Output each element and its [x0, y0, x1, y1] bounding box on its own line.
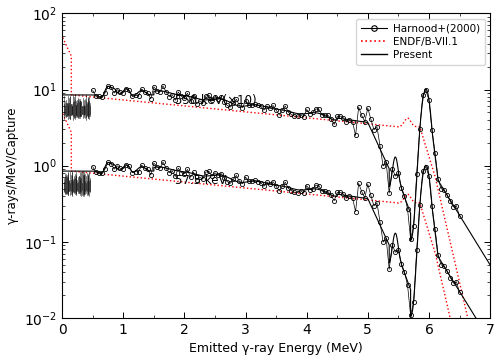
- Text: 550 keV(×10): 550 keV(×10): [175, 94, 257, 107]
- X-axis label: Emitted γ-ray Energy (MeV): Emitted γ-ray Energy (MeV): [189, 343, 363, 356]
- Legend: Harnood+(2000), ENDF/B-VII.1, Present: Harnood+(2000), ENDF/B-VII.1, Present: [356, 18, 485, 65]
- Y-axis label: γ-rays/MeV/Capture: γ-rays/MeV/Capture: [6, 107, 18, 225]
- Text: 57.5 keV: 57.5 keV: [175, 174, 227, 187]
